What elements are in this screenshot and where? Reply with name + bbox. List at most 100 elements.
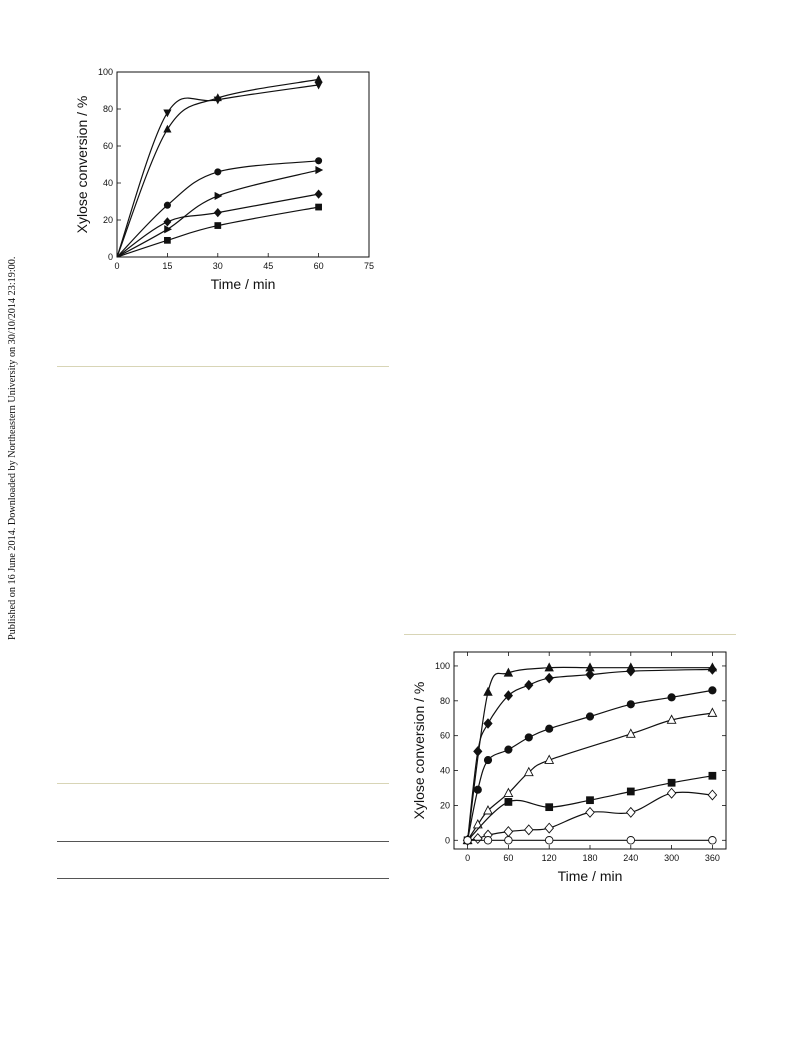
- series-7-point: [463, 836, 472, 845]
- series-line-4: [116, 169, 319, 258]
- series-2-point: [213, 93, 222, 102]
- series-line-3: [467, 689, 713, 841]
- series-2-point: [544, 672, 554, 684]
- series-5-point: [314, 189, 323, 199]
- x-tick-label: 120: [542, 853, 557, 863]
- y-tick-label: 20: [440, 800, 450, 810]
- series-5-point: [708, 771, 717, 780]
- series-2-point: [524, 679, 534, 691]
- series-1-point: [503, 667, 514, 677]
- series-7-point: [544, 836, 554, 845]
- series-7-point: [483, 836, 493, 845]
- divider-olive-left-2: [57, 783, 389, 784]
- y-tick-label: 20: [103, 215, 113, 225]
- series-4-point: [625, 728, 636, 738]
- series-5-point: [545, 803, 554, 812]
- chart-svg-2: 0 60 120 180 240 300 360 0 20 40 60 80 100 Time / min…: [411, 651, 727, 884]
- x-tick-label: 0: [465, 853, 470, 863]
- series-4-point: [666, 714, 677, 724]
- x-tick-label: 15: [162, 261, 172, 271]
- series-2-point: [503, 690, 513, 701]
- series-2-point: [707, 664, 717, 675]
- margin-note-text: Published on 16 June 2014. Downloaded by…: [7, 257, 18, 640]
- series-3-point: [626, 700, 635, 709]
- series-7-point: [708, 836, 717, 845]
- y-axis-label: Xylose conversion / %: [74, 96, 90, 234]
- margin-note: Published on 16 June 2014. Downloaded by…: [2, 200, 20, 640]
- chart-svg-1: 0 15 30 45 60 75 0 20 40 60 80 100 Time / min Xylose …: [74, 67, 374, 292]
- series-3-point: [667, 693, 676, 702]
- series-2-point: [585, 669, 595, 680]
- series-line-6: [467, 791, 713, 841]
- series-3-point: [473, 785, 482, 794]
- series-1-point: [163, 109, 172, 118]
- y-tick-label: 40: [440, 766, 450, 776]
- series-4-point: [472, 819, 483, 829]
- series-6-point: [503, 826, 514, 838]
- series-2-point: [483, 718, 493, 729]
- series-7-point: [504, 836, 513, 845]
- series-2-point: [314, 74, 323, 83]
- series-1-point: [544, 662, 554, 672]
- x-tick-label: 300: [664, 853, 679, 863]
- series-6-point: [164, 236, 171, 244]
- series-4-point: [544, 754, 555, 764]
- series-line-3: [116, 160, 319, 258]
- series-4-point: [214, 191, 223, 201]
- y-tick-label: 60: [440, 731, 450, 741]
- series-line-2: [116, 78, 319, 258]
- series-2-point: [163, 124, 172, 133]
- y-axis-label: Xylose conversion / %: [411, 682, 427, 820]
- x-axis-label: Time / min: [558, 868, 623, 884]
- series-5-point: [504, 798, 513, 806]
- x-tick-label: 75: [364, 261, 374, 271]
- series-6-point: [473, 833, 483, 845]
- divider-dark-left-2: [57, 878, 389, 879]
- series-5-point: [626, 787, 635, 796]
- series-3-point: [545, 724, 554, 733]
- series-6-point: [585, 806, 595, 818]
- series-3-point: [483, 756, 493, 765]
- x-axis-label: Time / min: [211, 276, 276, 292]
- series-line-1: [116, 84, 319, 258]
- series-5-point: [586, 796, 594, 805]
- series-6-point: [666, 787, 677, 799]
- series-7-point: [626, 836, 636, 845]
- series-5-point: [213, 208, 222, 218]
- divider-olive-right: [404, 634, 736, 635]
- series-3-point: [163, 201, 171, 209]
- x-tick-label: 30: [213, 261, 223, 271]
- series-3-point: [524, 733, 533, 742]
- figure-xylose-conversion-60min: 0 15 30 45 60 75 0 20 40 60 80 100 Time / min Xylose …: [62, 60, 392, 305]
- x-tick-label: 240: [623, 853, 638, 863]
- series-4-point: [315, 165, 324, 175]
- series-4-point: [707, 707, 718, 717]
- x-tick-label: 0: [114, 261, 119, 271]
- series-3-point: [708, 686, 717, 695]
- plot-frame: [453, 651, 727, 850]
- series-line-6: [116, 206, 319, 258]
- figure-xylose-conversion-360min: 0 60 120 180 240 300 360 0 20 40 60 80 100 Time / min…: [408, 648, 748, 893]
- series-4-point: [523, 766, 534, 777]
- series-1-point: [483, 686, 493, 696]
- series-2-point: [626, 665, 636, 677]
- y-tick-label: 0: [108, 252, 113, 262]
- x-tick-label: 180: [582, 853, 597, 863]
- divider-dark-left-1: [57, 841, 389, 842]
- series-3-point: [214, 168, 222, 176]
- y-tick-label: 0: [445, 835, 450, 845]
- x-tick-label: 360: [705, 853, 720, 863]
- divider-olive-left: [57, 366, 389, 367]
- series-line-4: [467, 712, 713, 841]
- y-tick-label: 100: [435, 661, 450, 671]
- y-tick-label: 40: [103, 178, 113, 188]
- x-tick-label: 45: [263, 261, 273, 271]
- series-6-point: [544, 822, 554, 834]
- y-tick-label: 80: [103, 104, 113, 114]
- series-3-point: [504, 745, 513, 754]
- series-4-point: [164, 225, 173, 234]
- series-6-point: [524, 824, 534, 836]
- x-tick-label: 60: [503, 853, 513, 863]
- series-4-point: [503, 787, 514, 798]
- series-6-point: [626, 806, 636, 818]
